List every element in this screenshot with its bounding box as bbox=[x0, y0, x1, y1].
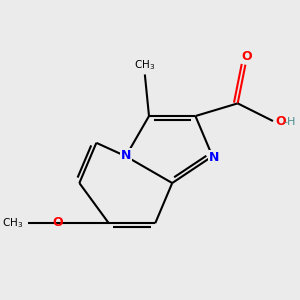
Text: CH$_3$: CH$_3$ bbox=[134, 58, 155, 72]
Text: O: O bbox=[52, 216, 63, 229]
Text: -H: -H bbox=[283, 117, 296, 127]
Text: O: O bbox=[241, 50, 252, 63]
Text: CH$_3$: CH$_3$ bbox=[2, 216, 23, 230]
Text: N: N bbox=[209, 151, 219, 164]
Text: O: O bbox=[275, 116, 286, 128]
Text: N: N bbox=[121, 149, 131, 162]
